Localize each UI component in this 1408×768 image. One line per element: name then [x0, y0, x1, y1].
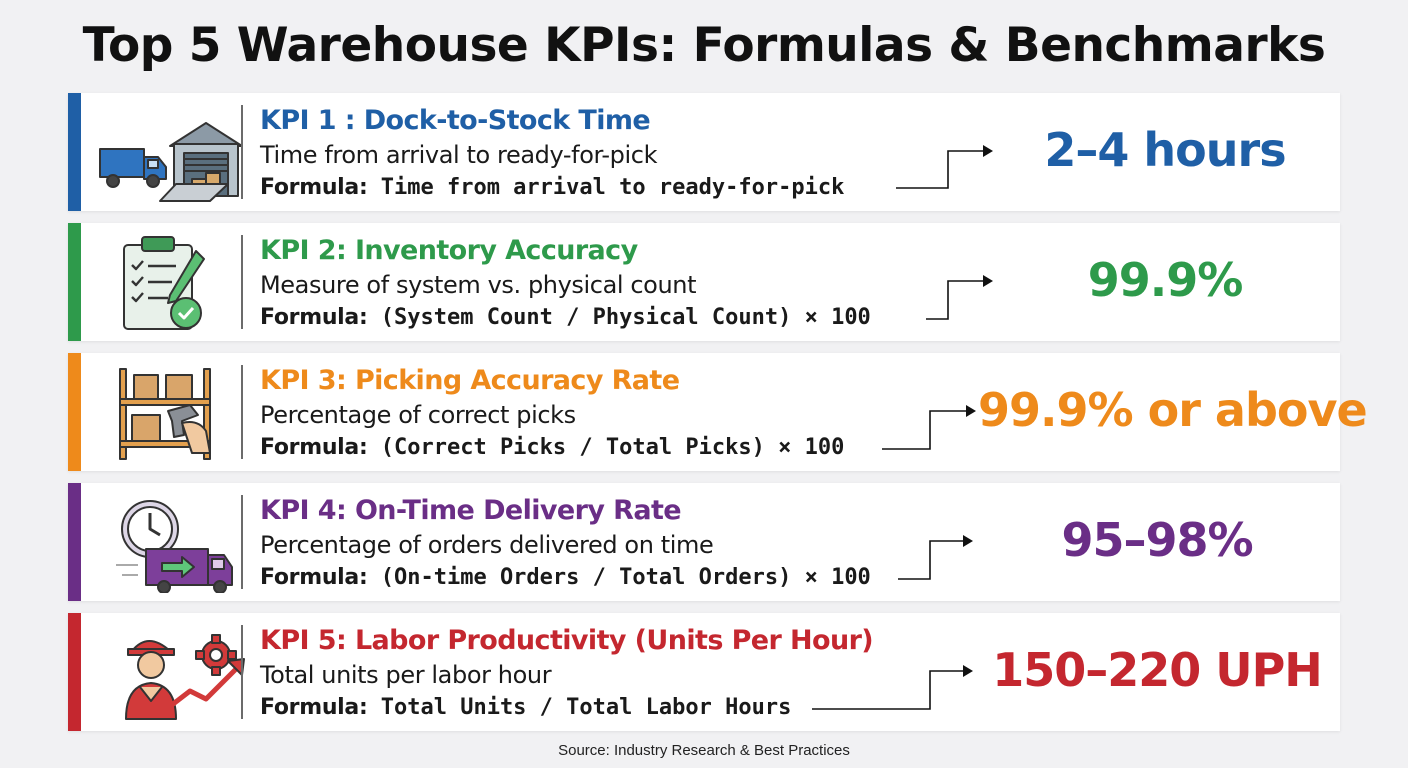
formula-label: Formula: [260, 175, 368, 200]
truck-warehouse-icon [99, 122, 243, 202]
kpi-accent-bar [68, 613, 81, 731]
kpi-benchmark: 99.9% or above [978, 383, 1368, 437]
kpi-card-5: KPI 5: Labor Productivity (Units Per Hou… [68, 613, 1340, 731]
kpi-benchmark: 2–4 hours [1044, 123, 1286, 177]
formula-expression: (Correct Picks / Total Picks) × 100 [380, 435, 845, 460]
shelf-scanner-icon [119, 368, 211, 460]
page-title: Top 5 Warehouse KPIs: Formulas & Benchma… [82, 18, 1326, 73]
kpi-formula: Formula: (System Count / Physical Count)… [260, 305, 871, 330]
kpi-name: KPI 1 : Dock-to-Stock Time [260, 105, 651, 136]
formula-expression: Time from arrival to ready-for-pick [380, 175, 845, 200]
kpi-accent-bar [68, 93, 81, 211]
kpi-benchmark: 150–220 UPH [992, 643, 1323, 697]
kpi-description: Percentage of correct picks [260, 401, 576, 429]
formula-label: Formula: [260, 435, 368, 460]
source-note: Source: Industry Research & Best Practic… [558, 742, 850, 759]
kpi-description: Time from arrival to ready-for-pick [260, 141, 658, 169]
kpi-accent-bar [68, 483, 81, 601]
formula-label: Formula: [260, 565, 368, 590]
kpi-name: KPI 3: Picking Accuracy Rate [260, 365, 680, 396]
kpi-card-4: KPI 4: On-Time Delivery Rate Percentage … [68, 483, 1340, 601]
clipboard-check-icon [123, 236, 205, 330]
clock-delivery-truck-icon [116, 500, 233, 593]
kpi-benchmark: 95–98% [1061, 513, 1253, 567]
kpi-card-3: KPI 3: Picking Accuracy Rate Percentage … [68, 353, 1368, 471]
kpi-description: Total units per labor hour [260, 661, 552, 689]
formula-label: Formula: [260, 695, 368, 720]
kpi-accent-bar [68, 353, 81, 471]
kpi-name: KPI 2: Inventory Accuracy [260, 235, 638, 266]
kpi-formula: Formula: Total Units / Total Labor Hours [260, 695, 791, 720]
divider [241, 495, 243, 589]
divider [241, 105, 243, 199]
kpi-card-2: KPI 2: Inventory Accuracy Measure of sys… [68, 223, 1340, 341]
divider [241, 365, 243, 459]
kpi-description: Percentage of orders delivered on time [260, 531, 714, 559]
kpi-benchmark: 99.9% [1087, 253, 1244, 307]
worker-growth-icon [125, 634, 245, 720]
kpi-name: KPI 5: Labor Productivity (Units Per Hou… [260, 625, 874, 656]
kpi-description: Measure of system vs. physical count [260, 271, 697, 299]
kpi-formula: Formula: (Correct Picks / Total Picks) ×… [260, 435, 844, 460]
kpi-name: KPI 4: On-Time Delivery Rate [260, 495, 682, 526]
formula-expression: (On-time Orders / Total Orders) × 100 [380, 565, 871, 590]
kpi-accent-bar [68, 223, 81, 341]
kpi-card-1: KPI 1 : Dock-to-Stock Time Time from arr… [68, 93, 1340, 211]
formula-expression: (System Count / Physical Count) × 100 [380, 305, 871, 330]
formula-label: Formula: [260, 305, 368, 330]
divider [241, 625, 243, 719]
kpi-formula: Formula: (On-time Orders / Total Orders)… [260, 565, 871, 590]
formula-expression: Total Units / Total Labor Hours [380, 695, 792, 720]
kpi-formula: Formula: Time from arrival to ready-for-… [260, 175, 844, 200]
divider [241, 235, 243, 329]
